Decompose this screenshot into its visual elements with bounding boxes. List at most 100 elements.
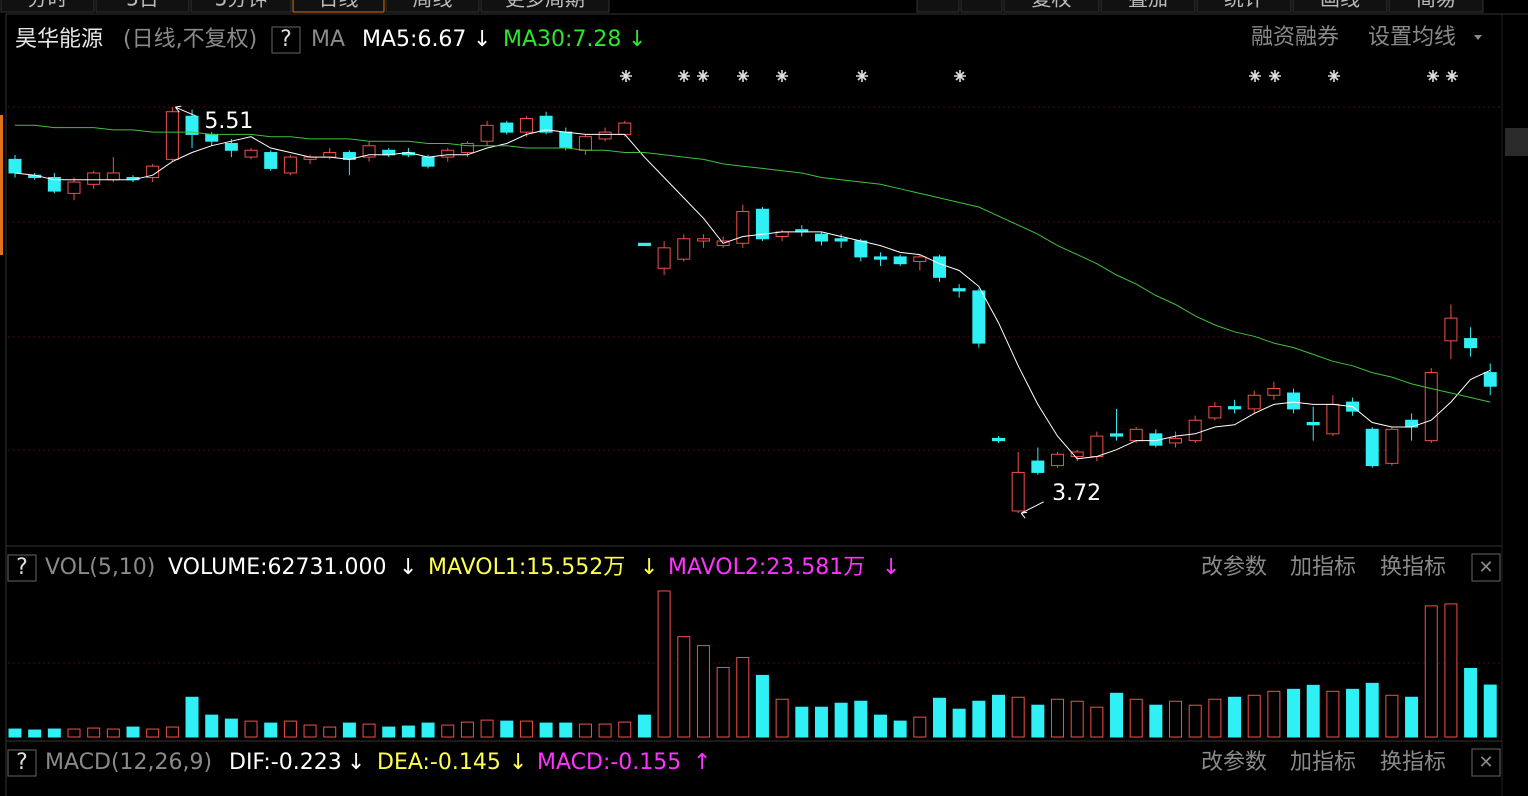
close-box[interactable] [1471, 748, 1501, 777]
button[interactable]: 设置均线 [1368, 25, 1456, 50]
volume-bar [1110, 692, 1124, 738]
event-icon[interactable] [1427, 70, 1439, 82]
event-icon[interactable] [697, 70, 709, 82]
tab[interactable]: 统计 [1224, 0, 1264, 11]
volume-bar [1031, 704, 1045, 738]
help-box[interactable] [271, 26, 301, 54]
indicator-value: VOLUME:62731.000 [168, 555, 387, 580]
candle-body [1070, 451, 1084, 458]
volume-bar [1385, 694, 1399, 738]
event-icon[interactable] [737, 70, 749, 82]
close[interactable]: ✕ [1478, 752, 1493, 773]
candle-body [1051, 453, 1065, 467]
help[interactable]: ? [16, 555, 28, 580]
indicator-value: MA5:6.67 [362, 27, 466, 52]
help[interactable]: ? [280, 27, 292, 52]
annotation-arrow [1020, 501, 1044, 519]
candle-body [362, 145, 376, 158]
trend-arrow: ↓ [473, 27, 491, 52]
event-icon[interactable] [1269, 70, 1281, 82]
tab[interactable]: 叠加 [1128, 0, 1168, 11]
help-box[interactable] [7, 554, 37, 582]
volume-bar [952, 708, 966, 738]
stock-name: 昊华能源 [15, 27, 103, 52]
tab[interactable]: 分时 [28, 0, 68, 11]
tab-box[interactable] [1100, 0, 1196, 13]
event-icon[interactable] [954, 70, 966, 82]
button[interactable]: 加指标 [1290, 750, 1356, 775]
tab-box[interactable] [960, 0, 1003, 13]
help[interactable]: ? [16, 750, 28, 775]
tab[interactable]: 简易 [1416, 0, 1456, 11]
tab[interactable]: 5日 [126, 0, 159, 11]
candle-body [637, 242, 651, 247]
volume-bar [165, 726, 179, 738]
button[interactable]: 换指标 [1380, 555, 1446, 580]
volume-bar [1287, 688, 1301, 738]
volume-bar [1169, 700, 1183, 738]
volume-bar [1346, 688, 1360, 738]
event-icon[interactable] [1249, 70, 1261, 82]
trend-arrow: ↓ [882, 555, 900, 580]
volume-bar [264, 722, 278, 738]
event-icon[interactable] [776, 70, 788, 82]
indicator-value: DEA:-0.145 [377, 750, 501, 775]
event-icon[interactable] [678, 70, 690, 82]
tab-box[interactable] [190, 0, 292, 13]
tab-box[interactable] [292, 0, 385, 13]
tab[interactable]: 画线 [1320, 0, 1360, 11]
candle-body [1267, 387, 1281, 396]
close[interactable]: ✕ [1478, 557, 1493, 578]
candle-body [47, 177, 61, 192]
candle-body [1110, 433, 1124, 437]
annotation: 5.51 [204, 109, 253, 134]
candle-body [1444, 317, 1458, 342]
button[interactable]: 换指标 [1380, 750, 1446, 775]
event-icon[interactable] [1446, 70, 1458, 82]
tab-box[interactable] [1196, 0, 1292, 13]
tab-box[interactable] [95, 0, 190, 13]
indicator-name: VOL(5,10) [45, 555, 155, 580]
volume-bar [598, 723, 612, 738]
volume-bar [1444, 603, 1458, 738]
button[interactable]: 改参数 [1201, 750, 1267, 775]
candle-body [1247, 394, 1261, 410]
candle-body [480, 124, 494, 142]
volume-bar [1090, 706, 1104, 738]
volume-bar [205, 714, 219, 738]
volume-bar [657, 590, 671, 738]
tab-box[interactable] [1388, 0, 1484, 13]
event-icon[interactable] [1328, 70, 1340, 82]
tab-box[interactable] [916, 0, 960, 13]
tab-box[interactable] [480, 0, 610, 13]
tab[interactable]: 日线 [319, 0, 359, 11]
volume-bar [1070, 700, 1084, 738]
volume-bar [539, 722, 553, 738]
scroll-thumb[interactable] [1505, 128, 1528, 156]
event-icon[interactable] [620, 70, 632, 82]
close-box[interactable] [1471, 553, 1501, 582]
help-box[interactable] [7, 749, 37, 777]
volume-bar [834, 702, 848, 738]
event-icon[interactable] [856, 70, 868, 82]
volume-bar [126, 726, 140, 738]
tab[interactable]: 周线 [413, 0, 453, 11]
button[interactable]: 融资融券 [1251, 25, 1339, 50]
tab-box[interactable] [385, 0, 480, 13]
candle-body [1031, 460, 1045, 473]
tab-box[interactable] [1003, 0, 1100, 13]
dropdown-icon[interactable] [1474, 35, 1482, 40]
candle-body [598, 131, 612, 140]
tab[interactable]: 5分钟 [215, 0, 268, 11]
volume-bar [775, 698, 789, 738]
trend-arrow: ↓ [640, 555, 658, 580]
tab[interactable]: 复权 [1032, 0, 1072, 11]
button[interactable]: 改参数 [1201, 555, 1267, 580]
candle-body [106, 172, 120, 181]
tab-box[interactable] [1292, 0, 1388, 13]
volume-bar [677, 636, 691, 738]
tab[interactable]: 更多周期 [505, 0, 585, 11]
ma-line [14, 129, 1491, 460]
button[interactable]: 加指标 [1290, 555, 1356, 580]
tab-box[interactable] [0, 0, 95, 13]
